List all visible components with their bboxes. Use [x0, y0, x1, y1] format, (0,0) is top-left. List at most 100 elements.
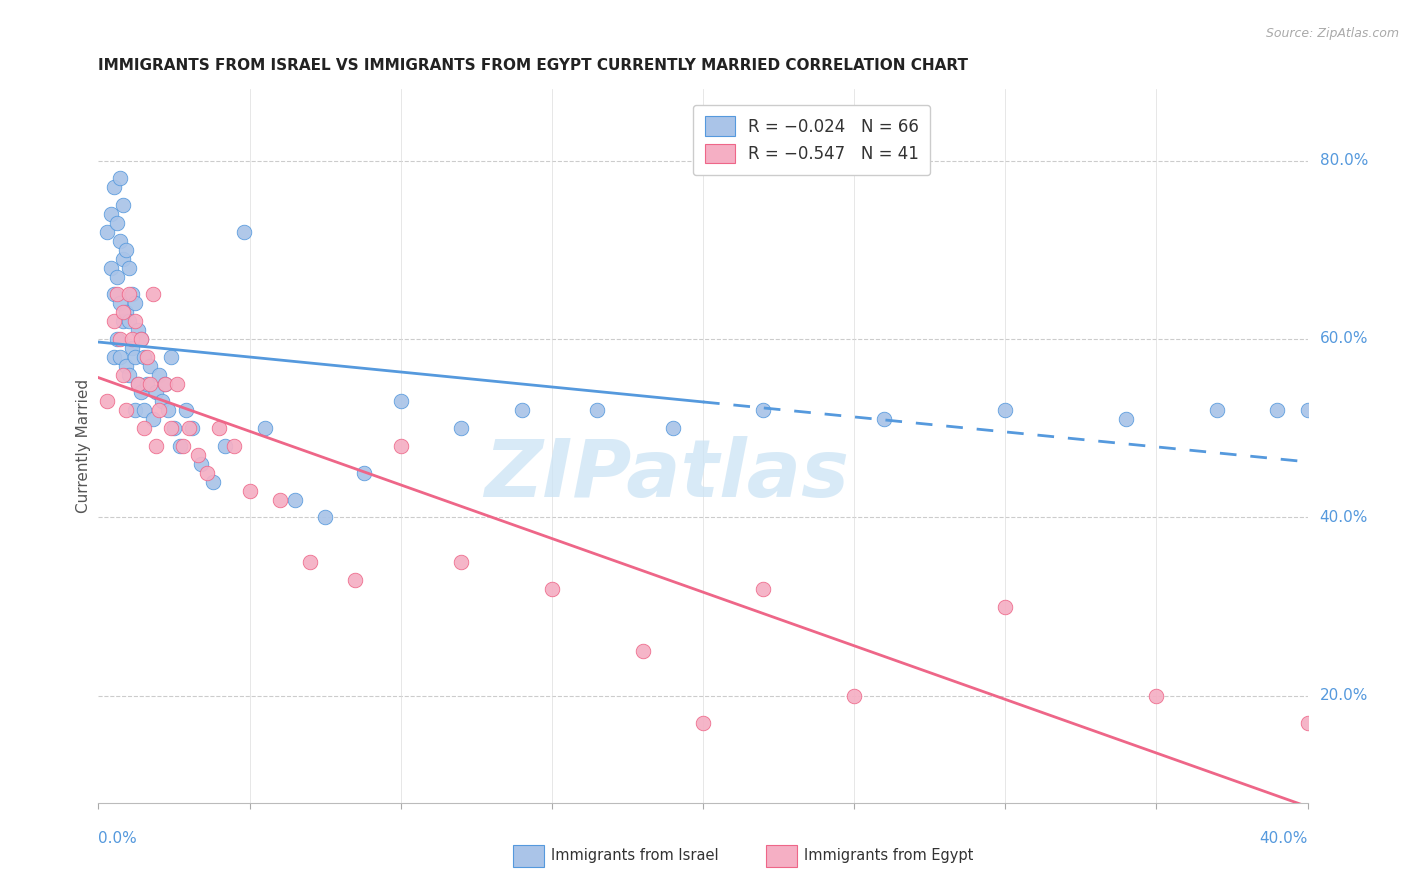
Point	[353, 466, 375, 480]
Point	[114, 305, 136, 319]
Point	[253, 421, 276, 435]
Point	[166, 376, 188, 391]
Point	[103, 180, 125, 194]
Point	[169, 439, 191, 453]
Point	[139, 359, 162, 373]
Point	[132, 403, 155, 417]
Point	[118, 260, 141, 275]
Point	[111, 305, 134, 319]
Point	[153, 376, 176, 391]
Point	[124, 350, 146, 364]
Point	[208, 421, 231, 435]
Point	[450, 555, 472, 569]
Point	[118, 368, 141, 382]
Point	[111, 198, 134, 212]
Point	[145, 385, 167, 400]
Point	[752, 582, 775, 596]
Text: Immigrants from Egypt: Immigrants from Egypt	[804, 848, 973, 863]
Point	[692, 715, 714, 730]
Point	[108, 350, 131, 364]
Legend: R = −0.024   N = 66, R = −0.547   N = 41: R = −0.024 N = 66, R = −0.547 N = 41	[693, 104, 931, 175]
Point	[994, 403, 1017, 417]
Point	[150, 394, 173, 409]
Point	[181, 421, 204, 435]
Point	[111, 314, 134, 328]
Point	[132, 421, 155, 435]
Point	[344, 573, 367, 587]
Point	[96, 225, 118, 239]
Point	[124, 296, 146, 310]
Point	[1206, 403, 1229, 417]
Point	[129, 332, 152, 346]
Y-axis label: Currently Married: Currently Married	[76, 379, 91, 513]
Point	[145, 439, 167, 453]
Point	[105, 269, 128, 284]
Point	[103, 287, 125, 301]
Point	[1115, 412, 1137, 426]
Bar	[766, 845, 797, 867]
Point	[124, 314, 146, 328]
Text: 40.0%: 40.0%	[1260, 831, 1308, 847]
Text: 40.0%: 40.0%	[1320, 510, 1368, 524]
Point	[108, 332, 131, 346]
Text: IMMIGRANTS FROM ISRAEL VS IMMIGRANTS FROM EGYPT CURRENTLY MARRIED CORRELATION CH: IMMIGRANTS FROM ISRAEL VS IMMIGRANTS FRO…	[98, 58, 969, 73]
Point	[160, 350, 183, 364]
Point	[661, 421, 683, 435]
Point	[284, 492, 307, 507]
Point	[96, 394, 118, 409]
Point	[389, 439, 412, 453]
Point	[389, 394, 412, 409]
Point	[127, 376, 149, 391]
Point	[129, 332, 152, 346]
Text: 0.0%: 0.0%	[98, 831, 138, 847]
Point	[510, 403, 533, 417]
Point	[314, 510, 336, 524]
Point	[148, 368, 170, 382]
Point	[135, 350, 157, 364]
Point	[135, 376, 157, 391]
Point	[190, 457, 212, 471]
Point	[108, 171, 131, 186]
Point	[540, 582, 562, 596]
Point	[108, 296, 131, 310]
Point	[187, 448, 209, 462]
Point	[124, 403, 146, 417]
Point	[100, 260, 122, 275]
Point	[108, 234, 131, 248]
Text: 20.0%: 20.0%	[1320, 689, 1368, 703]
Point	[100, 207, 122, 221]
Point	[114, 359, 136, 373]
Point	[994, 599, 1017, 614]
Point	[174, 403, 197, 417]
Point	[118, 314, 141, 328]
Point	[752, 403, 775, 417]
Text: Immigrants from Israel: Immigrants from Israel	[551, 848, 718, 863]
Point	[111, 368, 134, 382]
Point	[127, 376, 149, 391]
Point	[163, 421, 186, 435]
Point	[202, 475, 225, 489]
Point	[105, 216, 128, 230]
Point	[299, 555, 322, 569]
Point	[269, 492, 291, 507]
Point	[1296, 715, 1319, 730]
Point	[844, 689, 866, 703]
Point	[105, 332, 128, 346]
Point	[153, 376, 176, 391]
Point	[105, 287, 128, 301]
Point	[450, 421, 472, 435]
Point	[177, 421, 201, 435]
Point	[1296, 403, 1319, 417]
Point	[586, 403, 609, 417]
Point	[160, 421, 183, 435]
Text: 80.0%: 80.0%	[1320, 153, 1368, 168]
Text: Source: ZipAtlas.com: Source: ZipAtlas.com	[1265, 27, 1399, 40]
Point	[631, 644, 654, 658]
Text: ZIPatlas: ZIPatlas	[484, 435, 849, 514]
Bar	[513, 845, 544, 867]
Point	[873, 412, 896, 426]
Point	[139, 376, 162, 391]
Point	[195, 466, 218, 480]
Point	[132, 350, 155, 364]
Point	[232, 225, 254, 239]
